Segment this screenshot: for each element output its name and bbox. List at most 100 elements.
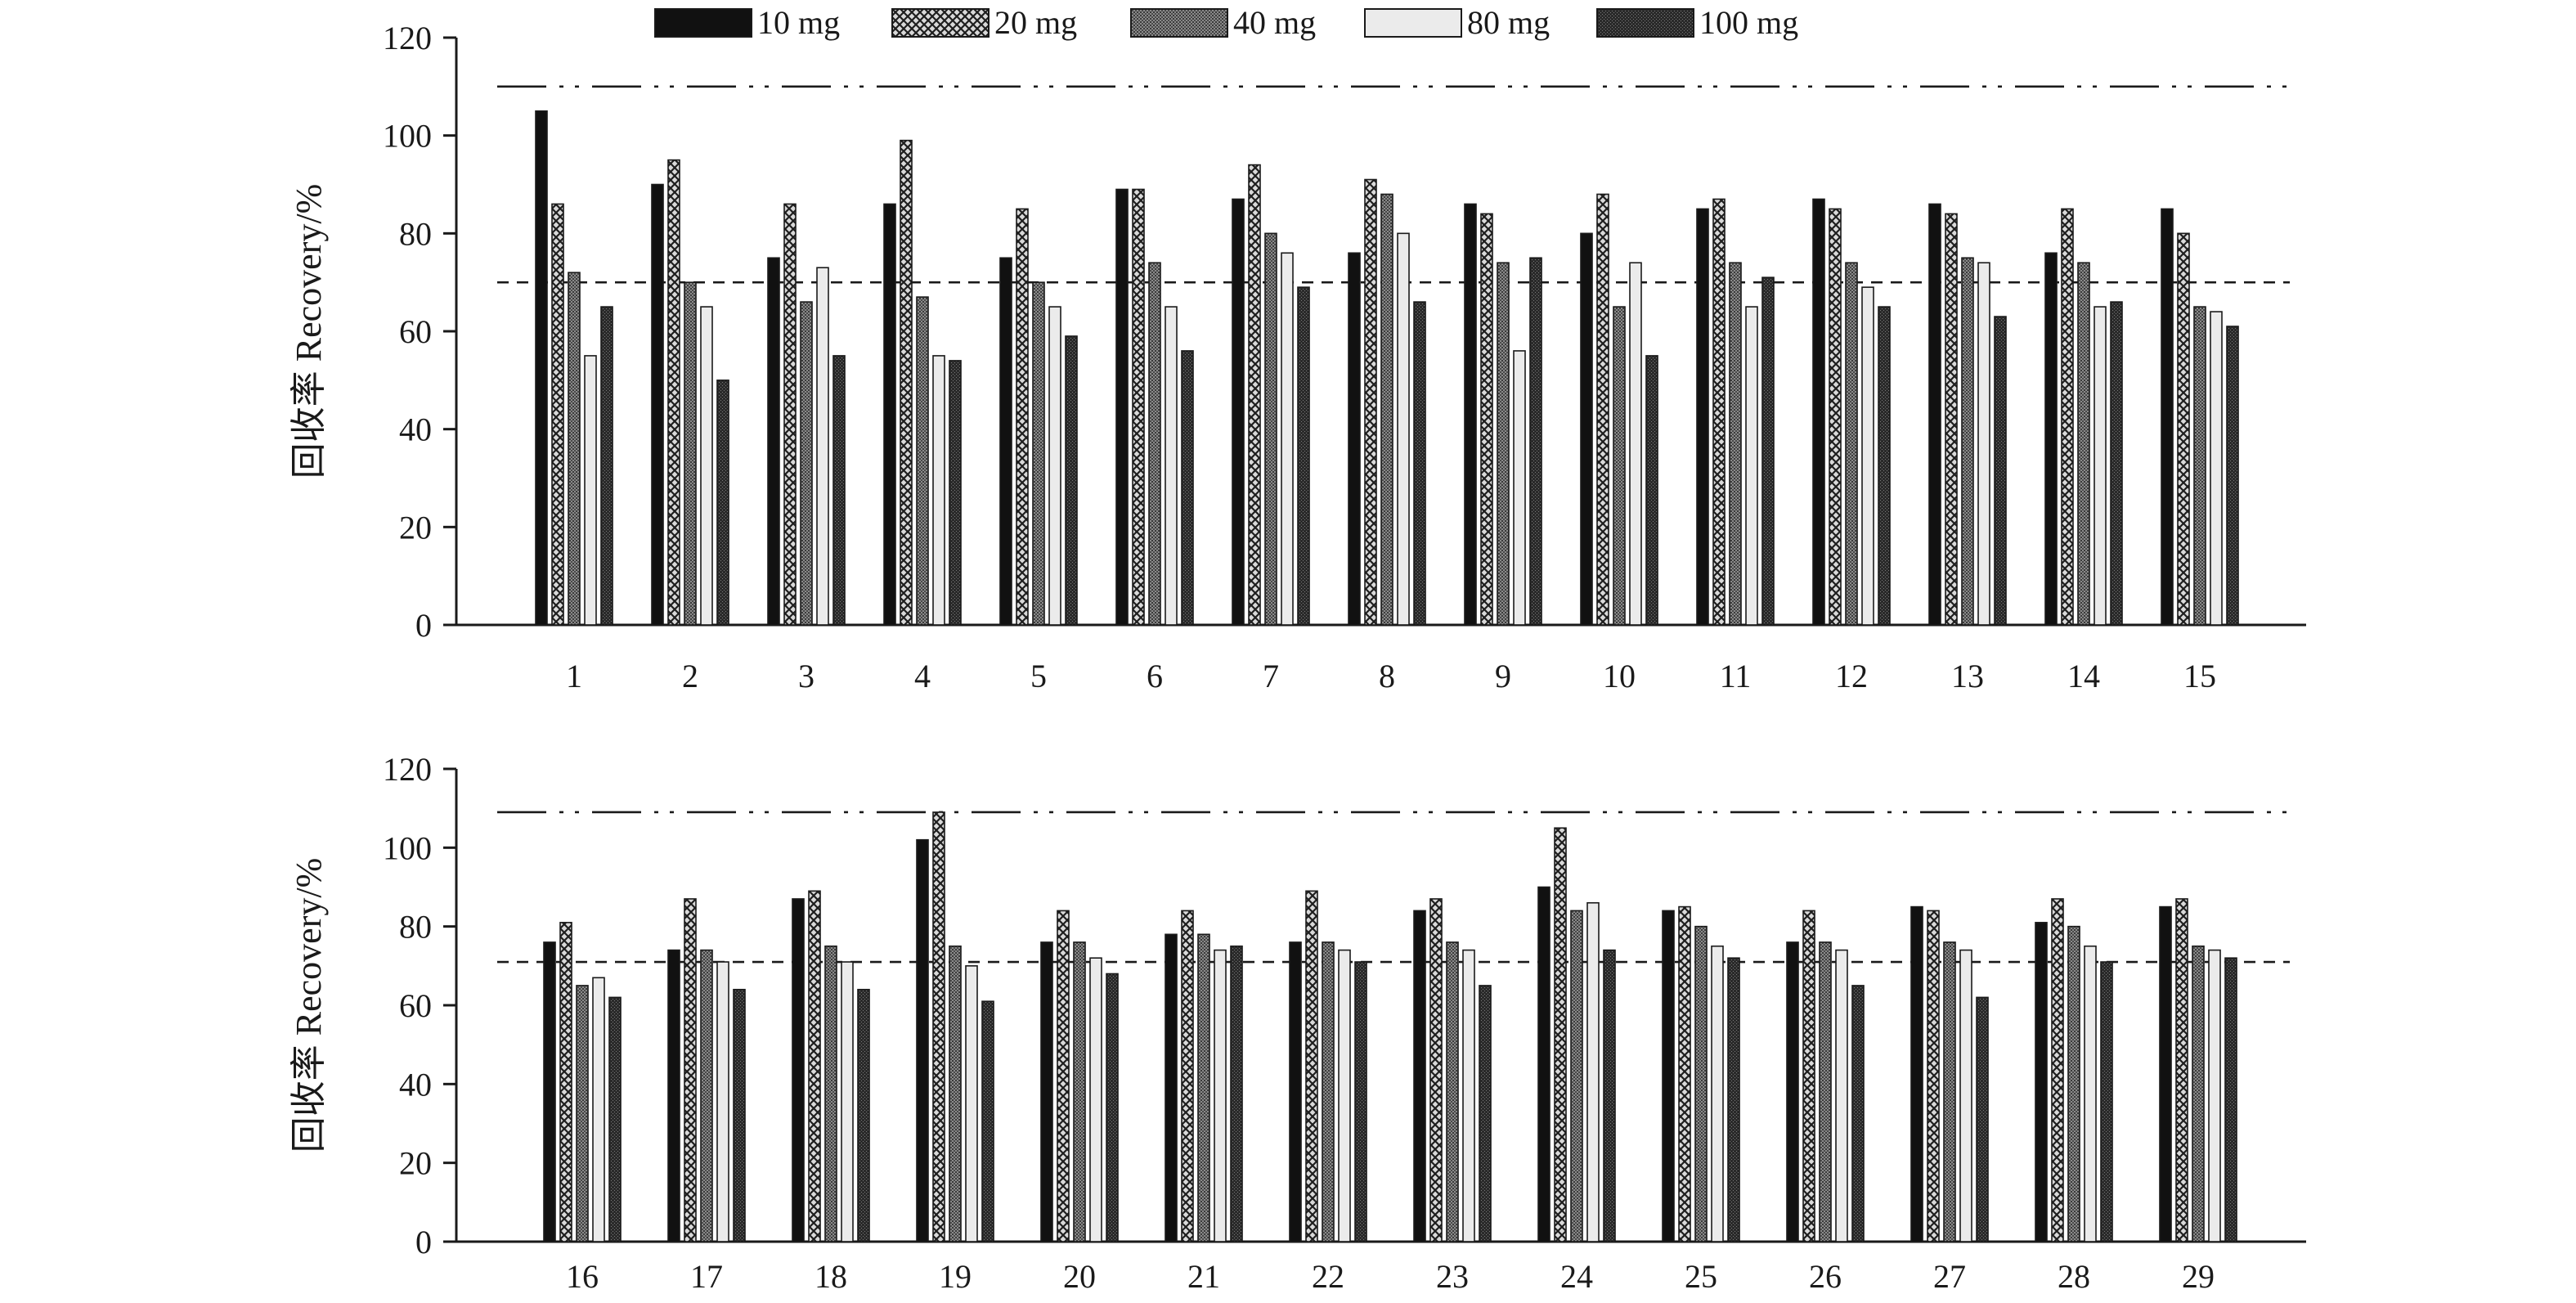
bar [1977,262,1990,626]
bar [1232,198,1245,626]
bar [684,898,697,1242]
bar [1165,306,1178,626]
bar-group-22 [1289,890,1367,1242]
bar-group-5 [999,208,1078,626]
bar [1961,257,1974,626]
bar-group-10 [1580,193,1658,626]
legend-swatch-80mg [1364,8,1462,38]
bar [2094,306,2107,626]
bar [535,110,548,626]
bar [1812,198,1825,626]
bar [1348,252,1361,626]
bar [1694,925,1708,1242]
y-tick-label: 120 [383,20,432,56]
x-tick-label: 7 [1263,658,1279,694]
bar [1214,949,1227,1242]
bar [1835,949,1848,1242]
legend-label-80mg: 80 mg [1467,4,1551,41]
bar [1197,933,1210,1242]
bar [1181,350,1194,626]
y-tick-label: 0 [415,1224,432,1260]
bar [1994,316,2007,626]
bar [1016,208,1029,626]
x-tick-label: 25 [1685,1258,1717,1295]
bar [1802,910,1815,1242]
bar [1148,262,1161,626]
bar [792,898,805,1242]
bar [1845,262,1858,626]
bar [1230,945,1243,1242]
bar [1928,203,1941,626]
bar [949,360,962,626]
bar-group-7 [1232,164,1310,626]
bar [816,267,829,626]
bar [916,838,929,1242]
bar [1645,355,1658,626]
bar [592,977,605,1242]
x-tick-label: 9 [1495,658,1511,694]
bar [716,380,729,626]
bar-group-11 [1696,198,1775,626]
bar [1057,910,1070,1242]
bar [684,281,697,626]
bar [733,988,746,1242]
y-tick-label: 100 [383,118,432,155]
x-tick-label: 24 [1560,1258,1593,1295]
bar [1580,232,1593,626]
bar [1596,193,1609,626]
bar-group-4 [883,139,962,626]
bar [608,996,622,1242]
bar [1165,933,1178,1242]
bar [568,272,581,626]
y-axis-label: 回收率 Recovery/% [289,858,329,1152]
bar [716,961,729,1242]
bar [981,1000,994,1242]
bar [600,306,613,626]
bar [1281,252,1294,626]
y-tick-label: 40 [399,1066,432,1103]
bar [1829,208,1842,626]
bar [1819,941,1832,1242]
bar [2175,898,2188,1242]
bar-group-6 [1115,188,1194,626]
y-axis-label: 回收率 Recovery/% [289,184,329,479]
bar [1976,996,1989,1242]
bar-group-13 [1928,203,2007,626]
bar [1073,941,1086,1242]
bar-group-18 [792,890,870,1242]
bar-group-3 [767,203,846,626]
bar [551,203,564,626]
x-tick-label: 11 [1720,658,1752,694]
bar [2177,232,2190,626]
bar [1945,213,1958,626]
bar [2224,957,2237,1242]
bar [1065,335,1078,626]
bar [832,355,846,626]
bar [916,296,929,626]
legend-swatch-20mg [891,8,990,38]
bar-group-25 [1662,905,1740,1242]
bar [1678,905,1691,1242]
y-tick-label: 60 [399,313,432,350]
bar [1851,985,1865,1242]
y-tick-label: 120 [383,751,432,788]
bar [1338,949,1351,1242]
legend-item-80mg: 80 mg [1364,5,1550,41]
x-tick-label: 14 [2067,658,2100,694]
bar [2084,945,2097,1242]
x-tick-label: 28 [2058,1258,2090,1295]
legend: 10 mg 20 mg 40 mg 80 mg 100 mg [0,0,2576,49]
bar-group-15 [2161,208,2239,626]
bar-group-2 [651,159,729,626]
bar [1248,164,1261,626]
bar [767,257,780,626]
bar [2077,262,2090,626]
bar [999,257,1012,626]
x-tick-label: 12 [1835,658,1868,694]
x-tick-label: 6 [1147,658,1163,694]
x-tick-label: 10 [1603,658,1636,694]
bar [949,945,962,1242]
bar [1297,286,1310,626]
bar [1032,281,1045,626]
